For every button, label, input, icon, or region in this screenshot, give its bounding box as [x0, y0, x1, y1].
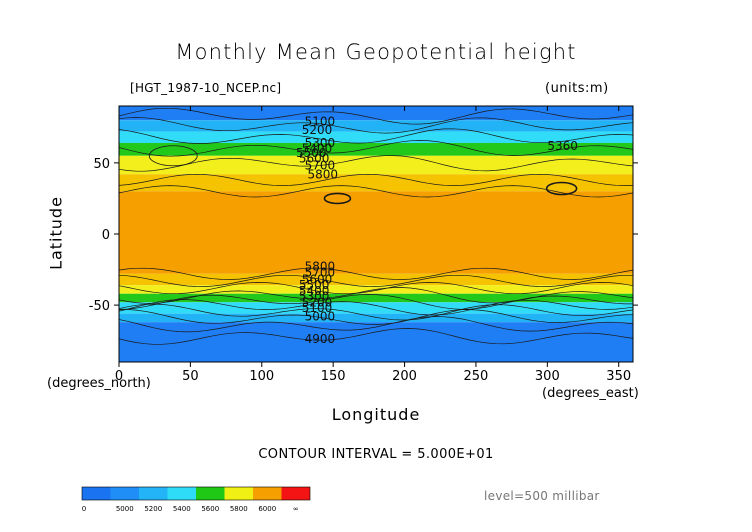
chart-subtitle: [HGT_1987-10_NCEP.nc]	[130, 81, 282, 95]
contour-label: 5600	[302, 273, 333, 287]
contour-interval-text: CONTOUR INTERVAL = 5.000E+01	[258, 447, 494, 462]
contour-label: 5700	[305, 159, 336, 173]
contour-label: 4900	[305, 332, 336, 346]
contour-label: 5360	[547, 139, 578, 153]
heat-band-9	[119, 293, 633, 303]
x-tick-label: 50	[182, 369, 199, 384]
colorbar-label: 0	[82, 505, 86, 513]
contour-line-4	[118, 155, 634, 172]
y-tick-label: 0	[102, 228, 110, 243]
contour-line-15	[118, 316, 634, 333]
x-tick-label: 100	[249, 369, 274, 384]
heat-band-7	[119, 273, 633, 286]
heat-band-3	[119, 142, 633, 156]
contour-high-blob	[148, 145, 198, 167]
colorbar-swatch	[82, 487, 111, 500]
contour-line-3	[118, 140, 634, 157]
contour-line-0	[118, 107, 634, 125]
colorbar-swatch	[110, 487, 139, 500]
chart-title: Monthly Mean Geopotential height	[175, 40, 577, 64]
colorbar-label: 5800	[230, 505, 248, 513]
y-axis-sub-label: (degrees_north)	[47, 376, 151, 391]
x-tick-label: 200	[392, 369, 417, 384]
contour-line-10	[118, 287, 634, 304]
contour-label: 5400	[302, 142, 333, 156]
heat-band-1	[119, 120, 633, 132]
colorbar-label: 5000	[116, 505, 134, 513]
x-axis-label-text: Longitude	[331, 405, 421, 424]
x-tick-label: 150	[321, 369, 346, 384]
contour-line-8	[118, 274, 633, 287]
x-axis-sub-label: (degrees_east)	[542, 386, 639, 401]
y-tick-label: 50	[93, 157, 110, 172]
colorbar-label: ∞	[293, 505, 299, 513]
contour-label: 5100	[302, 301, 333, 315]
x-axis-label: Longitude	[0, 405, 752, 424]
contour-label: 5300	[299, 290, 330, 304]
contour-line-1	[118, 117, 634, 134]
heat-band-2	[119, 131, 633, 143]
contour-line-11	[118, 294, 633, 310]
heat-band-0	[119, 106, 633, 121]
heat-band-6	[119, 191, 633, 274]
x-tick-label: 350	[606, 369, 631, 384]
contour-label: 5600	[299, 152, 330, 166]
contour-blob-atlantic	[545, 181, 578, 196]
y-tick-label: -50	[89, 299, 110, 314]
contour-line-5	[118, 173, 634, 186]
contour-line-14	[119, 309, 634, 325]
contour-label: 5700	[305, 265, 336, 279]
contour-label: 5500	[296, 146, 327, 160]
colorbar-label: 6000	[258, 505, 276, 513]
level-text: level=500 millibar	[484, 489, 600, 503]
colorbar-swatch	[224, 487, 253, 500]
contour-line-12	[118, 299, 634, 316]
contour-label: 5300	[305, 136, 336, 150]
x-tick-label: 250	[464, 369, 489, 384]
contour-label: 5800	[307, 167, 338, 181]
contour-blob-pacific	[323, 192, 352, 205]
contour-label: 5500	[299, 278, 330, 292]
colorbar-label: 5600	[201, 505, 219, 513]
colorbar-label: 5400	[173, 505, 191, 513]
contour-line-9	[118, 282, 634, 295]
colorbar-swatch	[139, 487, 168, 500]
heat-band-11	[119, 313, 633, 323]
heat-band-10	[119, 302, 633, 314]
colorbar-swatch	[281, 487, 310, 500]
colorbar-swatch	[167, 487, 196, 500]
heat-band-12	[119, 322, 633, 362]
x-tick-label: 300	[535, 369, 560, 384]
units-label: (units:m)	[545, 81, 609, 96]
contour-line-7	[118, 267, 634, 280]
contour-line-2	[118, 128, 634, 144]
contour-label: 5400	[299, 284, 330, 298]
colorbar-swatch	[196, 487, 225, 500]
colorbar-swatch	[253, 487, 282, 500]
contour-label: 5800	[305, 260, 336, 274]
contour-line-16	[118, 328, 634, 345]
contour-label: 5200	[302, 295, 333, 309]
contour-label: 5100	[305, 115, 336, 129]
contour-line-13	[118, 303, 634, 321]
x-tick-label: 0	[115, 369, 123, 384]
contour-label: 5200	[302, 123, 333, 137]
contour-label: 5000	[305, 309, 336, 323]
colorbar-label: 5200	[144, 505, 162, 513]
colorbar-frame	[81, 486, 311, 501]
